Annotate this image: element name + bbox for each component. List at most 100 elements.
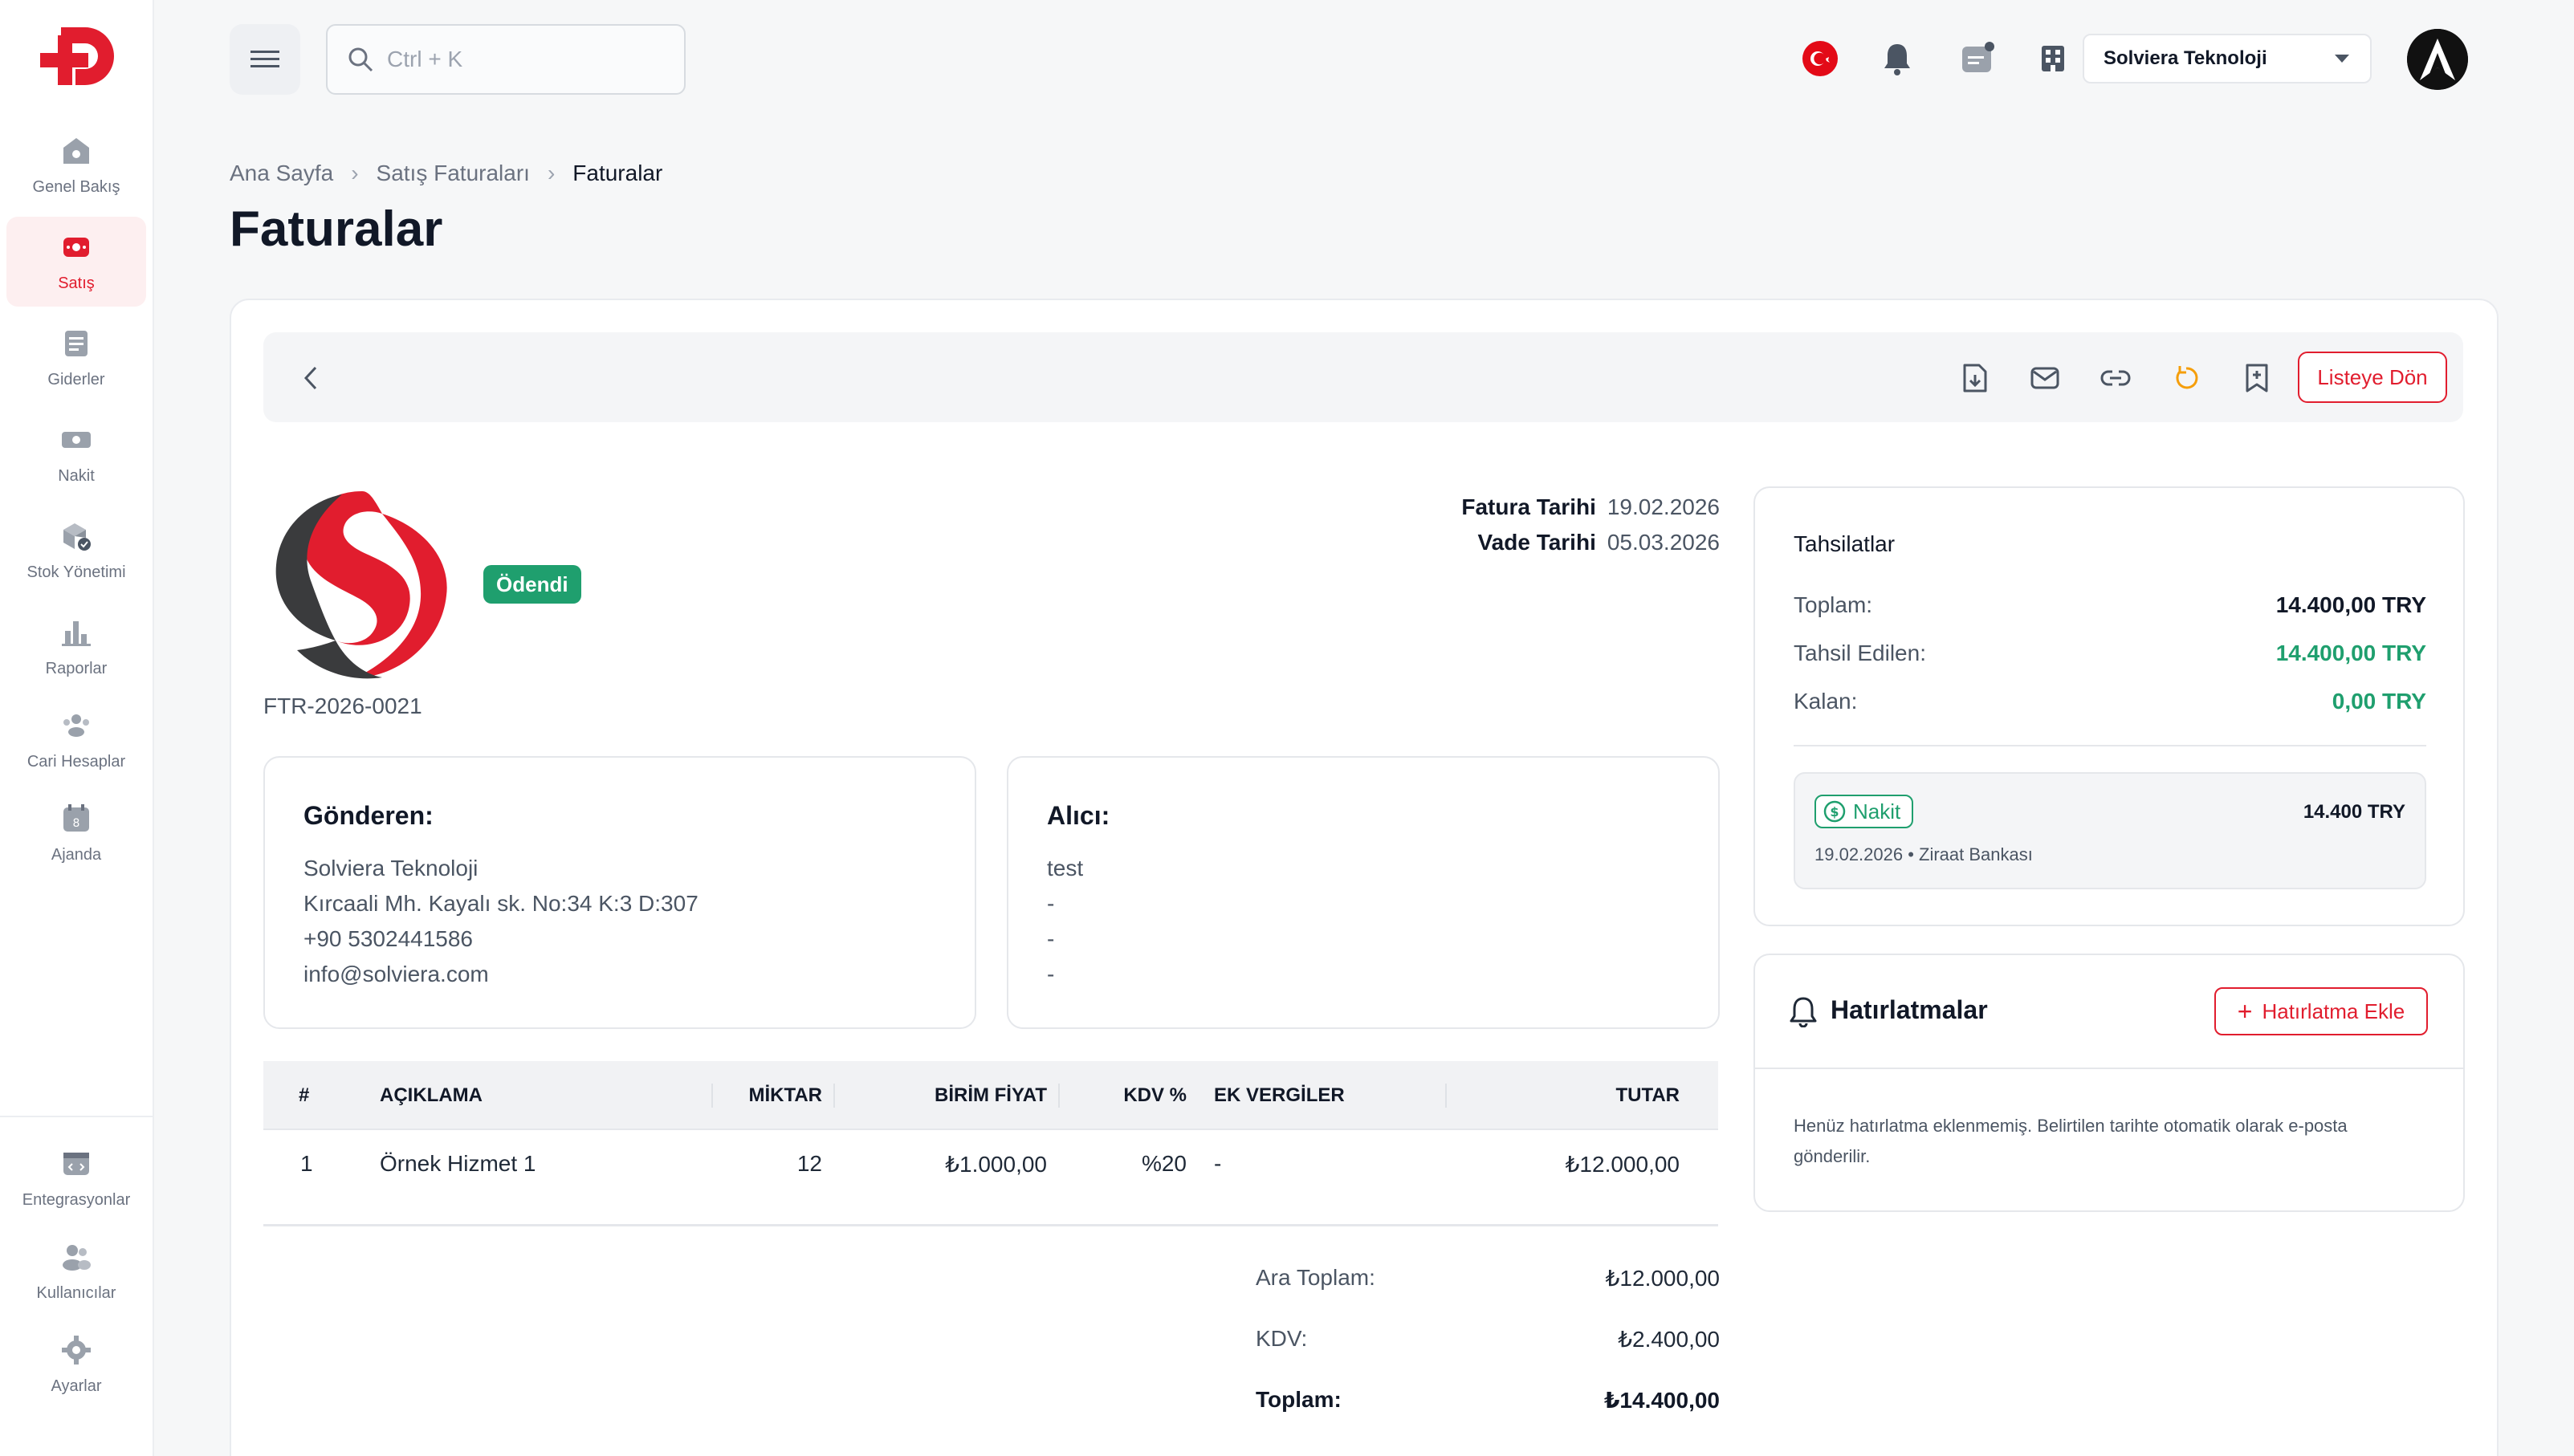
cash-icon <box>62 431 91 448</box>
col-vat: KDV % <box>1123 1084 1187 1106</box>
sidebar-item-entegrasyonlar[interactable]: Entegrasyonlar <box>6 1133 146 1223</box>
payment-method-badge: $ Nakit <box>1814 795 1914 828</box>
invoice-date-label: Fatura Tarihi <box>1461 494 1596 519</box>
chart-icon <box>62 620 91 646</box>
col-quantity: MİKTAR <box>748 1084 822 1106</box>
reminders-card: Hatırlatmalar + Hatırlatma Ekle Henüz ha… <box>1753 954 2465 1212</box>
page-title: Faturalar <box>230 201 443 257</box>
sales-icon <box>63 237 89 257</box>
column-divider <box>711 1084 713 1108</box>
collections-card: Tahsilatlar Toplam: 14.400,00 TRY Tahsil… <box>1753 486 2465 926</box>
refresh-button[interactable] <box>2166 358 2206 398</box>
language-flag-button[interactable] <box>1798 37 1842 80</box>
breadcrumb-current: Faturalar <box>572 161 663 185</box>
sidebar-item-label: Satış <box>58 274 95 292</box>
add-note-button[interactable] <box>2237 358 2277 398</box>
sender-phone: +90 5302441586 <box>303 926 473 951</box>
sidebar-item-nakit[interactable]: Nakit <box>6 409 146 499</box>
company-brand-logo <box>262 485 462 685</box>
sidebar-item-ayarlar[interactable]: Ayarlar <box>6 1320 146 1409</box>
company-name: Solviera Teknoloji <box>2104 47 2267 69</box>
due-date-label: Vade Tarihi <box>1477 530 1596 555</box>
menu-toggle-button[interactable] <box>230 24 300 95</box>
download-pdf-button[interactable] <box>1954 358 1994 398</box>
receiver-line: - <box>1047 926 1055 951</box>
sender-title: Gönderen: <box>303 801 434 830</box>
back-to-list-button[interactable]: Listeye Dön <box>2298 352 2447 403</box>
sidebar-item-kullanicilar[interactable]: Kullanıcılar <box>6 1226 146 1316</box>
sidebar-item-satis[interactable]: Satış <box>6 217 146 307</box>
chevron-right-icon: › <box>547 161 556 185</box>
accounts-icon <box>63 714 89 737</box>
bell-icon <box>1884 44 1910 75</box>
copy-link-button[interactable] <box>2095 358 2136 398</box>
receipt-icon <box>65 330 88 356</box>
calendar-icon: 8 <box>63 803 89 832</box>
payment-entry[interactable]: $ Nakit 14.400 TRY 19.02.2026 • Ziraat B… <box>1794 772 2426 889</box>
vat-label: KDV: <box>1256 1326 1308 1351</box>
company-select[interactable]: Solviera Teknoloji <box>2083 34 2372 83</box>
collections-collected-value: 14.400,00 TRY <box>2275 641 2426 665</box>
payment-meta: 19.02.2026 • Ziraat Bankası <box>1814 844 2033 864</box>
total-value: ₺14.400,00 <box>1603 1388 1720 1413</box>
reminders-empty-text: Henüz hatırlatma eklenmemiş. Belirtilen … <box>1794 1116 2348 1166</box>
subtotal-label: Ara Toplam: <box>1256 1265 1375 1290</box>
due-date: 05.03.2026 <box>1607 530 1720 555</box>
status-badge: Ödendi <box>483 565 581 604</box>
collections-remaining-row: Kalan: 0,00 TRY <box>1794 689 2426 714</box>
app-logo[interactable] <box>37 24 117 96</box>
chevron-right-icon: › <box>351 161 359 185</box>
col-description: AÇIKLAMA <box>380 1084 483 1106</box>
cell-total: ₺12.000,00 <box>1565 1151 1680 1177</box>
sidebar-item-label: Stok Yönetimi <box>26 563 126 581</box>
reminders-header: Hatırlatmalar + Hatırlatma Ekle <box>1755 955 2463 1069</box>
sidebar-item-stok-yonetimi[interactable]: Stok Yönetimi <box>6 506 146 596</box>
table-row: 1 Örnek Hizmet 1 12 ₺1.000,00 %20 - ₺12.… <box>263 1130 1718 1226</box>
sidebar-item-genel-bakis[interactable]: Genel Bakış <box>6 120 146 210</box>
hamburger-icon <box>250 51 279 67</box>
breadcrumb-sales-invoices-link[interactable]: Satış Faturaları <box>376 161 530 185</box>
collections-remaining-value: 0,00 TRY <box>2332 689 2426 714</box>
cell-extra-taxes: - <box>1214 1151 1222 1176</box>
search-input[interactable] <box>387 47 644 72</box>
total-label: Toplam: <box>1256 1387 1342 1412</box>
breadcrumb: Ana Sayfa › Satış Faturaları › Faturalar <box>230 161 662 186</box>
mail-icon <box>2030 367 2059 389</box>
chevron-left-icon <box>303 366 317 390</box>
sidebar-item-cari-hesaplar[interactable]: Cari Hesaplar <box>6 695 146 785</box>
col-extra-taxes: EK VERGİLER <box>1214 1084 1345 1106</box>
column-divider <box>1058 1084 1060 1108</box>
chevron-down-icon <box>2335 55 2349 63</box>
collections-remaining-label: Kalan: <box>1794 689 1858 714</box>
sidebar-item-label: Ajanda <box>51 845 102 864</box>
sidebar-item-label: Genel Bakış <box>32 177 120 196</box>
breadcrumb-home-link[interactable]: Ana Sayfa <box>230 161 334 185</box>
payment-amount: 14.400 TRY <box>2303 801 2405 823</box>
reminders-title: Hatırlatmalar <box>1831 995 1988 1024</box>
user-avatar-icon <box>2407 29 2468 90</box>
back-button[interactable] <box>291 358 331 398</box>
bell-icon <box>1790 997 1817 1027</box>
cell-description: Örnek Hizmet 1 <box>380 1151 536 1176</box>
subtotal-value: ₺12.000,00 <box>1605 1266 1720 1291</box>
search-box[interactable] <box>326 24 686 95</box>
sidebar-item-raporlar[interactable]: Raporlar <box>6 602 146 692</box>
messages-button[interactable] <box>1956 37 1999 80</box>
add-reminder-button[interactable]: + Hatırlatma Ekle <box>2214 987 2428 1035</box>
sidebar-item-ajanda[interactable]: 8 Ajanda <box>6 788 146 878</box>
sender-email: info@solviera.com <box>303 962 489 986</box>
collections-collected-row: Tahsil Edilen: 14.400,00 TRY <box>1794 641 2426 666</box>
home-icon <box>63 137 89 164</box>
cell-unit-price: ₺1.000,00 <box>945 1151 1047 1177</box>
sender-address: Kırcaali Mh. Kayalı sk. No:34 K:3 D:307 <box>303 891 698 916</box>
notifications-button[interactable] <box>1876 37 1919 80</box>
collections-title: Tahsilatlar <box>1794 531 1896 556</box>
sidebar-item-giderler[interactable]: Giderler <box>6 313 146 403</box>
company-switch-button[interactable] <box>2031 37 2075 80</box>
stock-icon <box>63 523 91 551</box>
column-divider <box>1445 1084 1447 1108</box>
send-email-button[interactable] <box>2025 358 2065 398</box>
vat-value: ₺2.400,00 <box>1618 1327 1720 1352</box>
svg-text:8: 8 <box>73 817 80 830</box>
avatar[interactable] <box>2407 29 2468 90</box>
